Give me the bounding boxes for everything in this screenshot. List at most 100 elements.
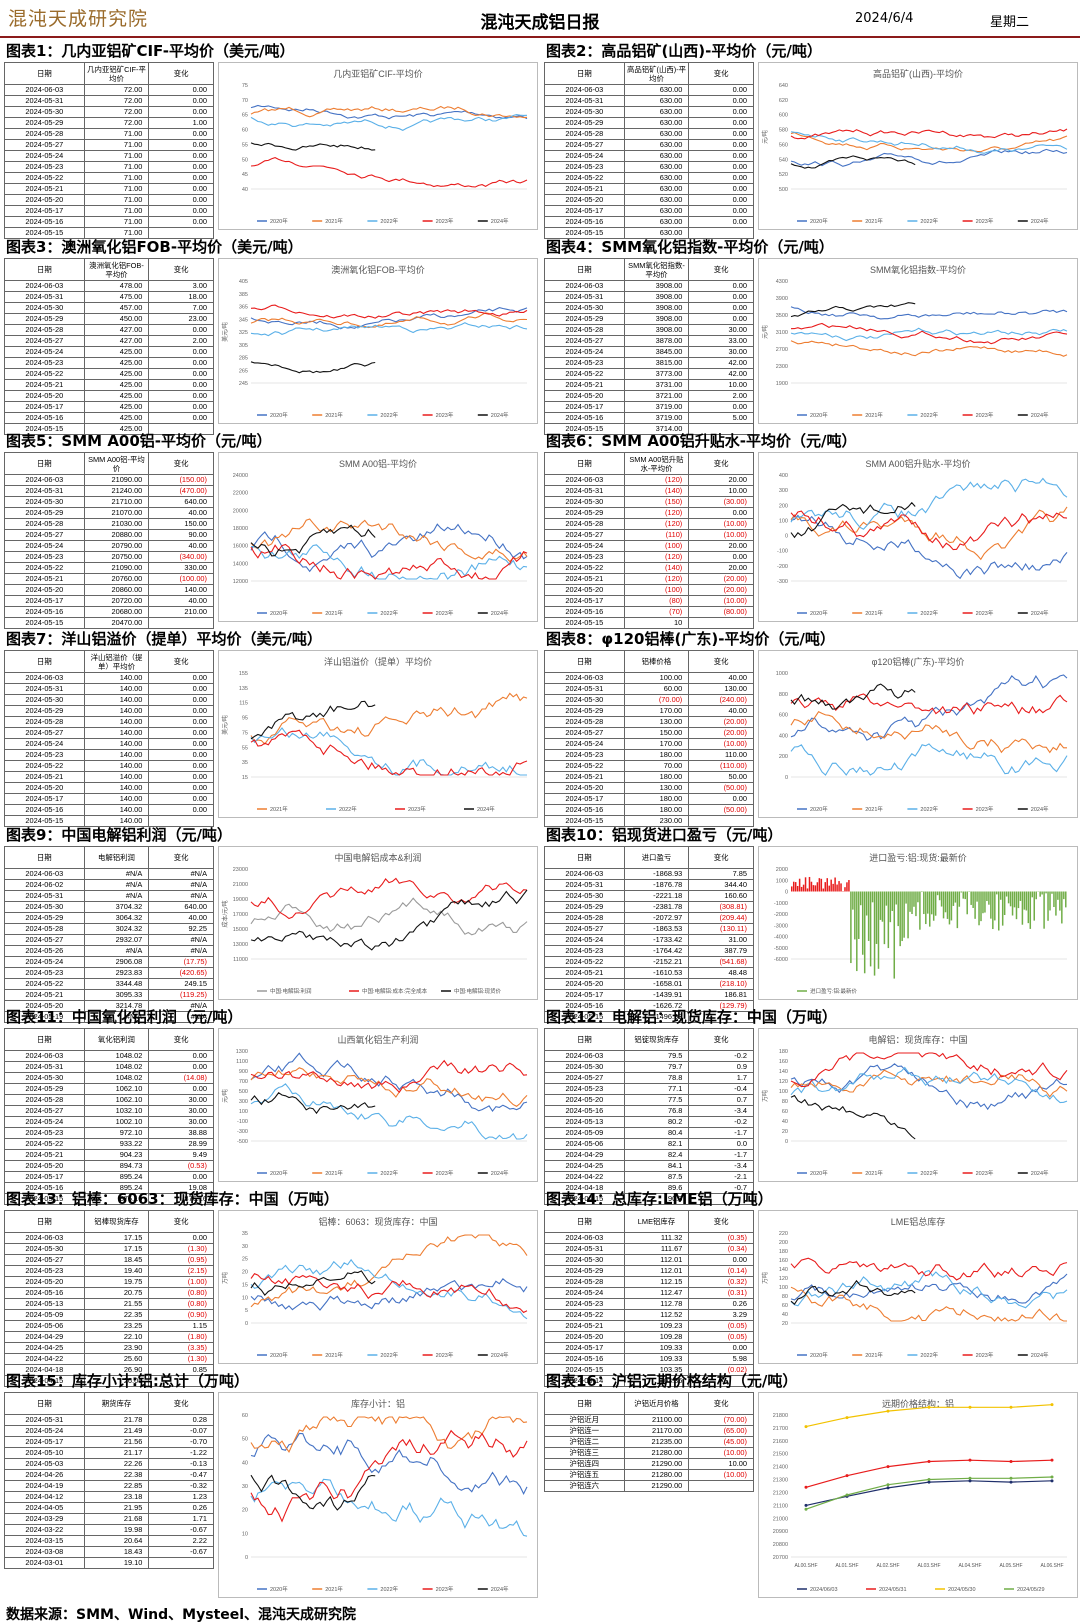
- y-tick-label: 560: [779, 142, 788, 148]
- table-cell: 478.00: [84, 281, 149, 292]
- table-header: 日期: [5, 1393, 85, 1415]
- chart-svg: 山西氧化铝生产利润-500-300-1001003005007009001100…: [219, 1029, 537, 1181]
- table-cell: 2024-05-30: [5, 695, 85, 706]
- table-header: 铝棒现货库存: [84, 1211, 149, 1233]
- table-cell: (100): [624, 541, 689, 552]
- table-cell: 2024-03-29: [5, 1514, 85, 1525]
- table-cell: -2152.21: [624, 957, 689, 968]
- table-header: 沪铝近月价格: [624, 1393, 689, 1415]
- table-cell: 2024-05-24: [545, 935, 625, 946]
- table-cell: 30.00: [689, 325, 754, 336]
- table-cell: 630.00: [624, 184, 689, 195]
- table-cell: 1062.10: [84, 1084, 149, 1095]
- y-tick-label: 50: [242, 157, 248, 163]
- y-tick-label: 10: [242, 1531, 248, 1537]
- table-cell: 2024-05-30: [545, 497, 625, 508]
- bar: [907, 892, 909, 939]
- legend-entry: 2021年: [865, 805, 883, 813]
- table-cell: 112.15: [624, 1277, 689, 1288]
- table-cell: 2024-05-24: [545, 1288, 625, 1299]
- y-tick-label: -100: [777, 549, 788, 555]
- series-line: [251, 1479, 527, 1536]
- table-cell: 76.8: [624, 1106, 689, 1117]
- table-cell: 0.00: [689, 281, 754, 292]
- table-cell: 0.00: [689, 314, 754, 325]
- series-line: [251, 107, 527, 118]
- table-cell: 2024-05-20: [5, 391, 85, 402]
- panel-title: 图表4：SMM氧化铝指数-平均价（元/吨）: [546, 236, 834, 256]
- series-line: [251, 362, 375, 373]
- table-cell: 475.00: [84, 292, 149, 303]
- bar: [984, 892, 986, 913]
- y-tick-label: 60: [782, 1109, 788, 1115]
- panel-title: 图表13：铝棒：6063：现货库存：中国（万吨）: [6, 1188, 339, 1208]
- table-cell: 0.00: [689, 129, 754, 140]
- y-tick-label: 60: [242, 128, 248, 134]
- series-point: [928, 1478, 931, 1481]
- y-tick-label: 540: [779, 157, 788, 163]
- table-header: 变化: [689, 847, 754, 869]
- table-cell: (1.80): [149, 1332, 214, 1343]
- table-cell: 425.00: [84, 391, 149, 402]
- chart-title: 库存小计：铝: [351, 1398, 405, 1409]
- table-cell: 0.00: [149, 391, 214, 402]
- y-tick-label: 0: [785, 534, 788, 540]
- legend-entry: 2023年: [976, 1169, 994, 1177]
- table-cell: 0.00: [689, 195, 754, 206]
- table-cell: 72.00: [84, 107, 149, 118]
- table-row: 2024-05-20-1658.01(218.10): [545, 979, 754, 990]
- table-cell: 42.00: [689, 358, 754, 369]
- table-cell: 425.00: [84, 380, 149, 391]
- table-row: 2024-05-31#N/A#N/A: [5, 891, 214, 902]
- report-date: 2024/6/4: [855, 11, 913, 26]
- table-header: 日期: [5, 453, 85, 475]
- table-cell: 2024-05-30: [5, 1244, 85, 1255]
- legend-entry: 2021年: [325, 609, 343, 617]
- table-cell: 2024-05-15: [545, 618, 625, 629]
- table-cell: 30.00: [149, 1095, 214, 1106]
- legend-entry: 2024年: [491, 411, 509, 419]
- table-header: 氧化铝利润: [84, 1029, 149, 1051]
- table-cell: 21.55: [84, 1299, 149, 1310]
- table-cell: 2024-05-22: [545, 563, 625, 574]
- table-row: 2024-06-03#N/A#N/A: [5, 869, 214, 880]
- table-cell: -1733.42: [624, 935, 689, 946]
- y-tick-label: 200: [779, 503, 788, 509]
- table-cell: 0.00: [149, 794, 214, 805]
- table-cell: 0.00: [149, 1062, 214, 1073]
- bar: [1018, 892, 1020, 909]
- table-cell: (0.35): [689, 1233, 754, 1244]
- table-cell: 23.90: [84, 1343, 149, 1354]
- table-header: 几内亚铝矿CIF-平均价: [84, 63, 149, 85]
- bar: [994, 892, 996, 921]
- table-row: 2024-05-20(100)(20.00): [545, 585, 754, 596]
- table-cell: 630.00: [624, 195, 689, 206]
- bar: [905, 892, 907, 904]
- table-cell: 2024-05-28: [5, 325, 85, 336]
- table-cell: 3845.00: [624, 347, 689, 358]
- table-cell: 0.00: [149, 695, 214, 706]
- table-header: LME铝库存: [624, 1211, 689, 1233]
- chart-svg: 澳洲氧化铝FOB-平均价245265285305325345365385405美…: [219, 259, 537, 423]
